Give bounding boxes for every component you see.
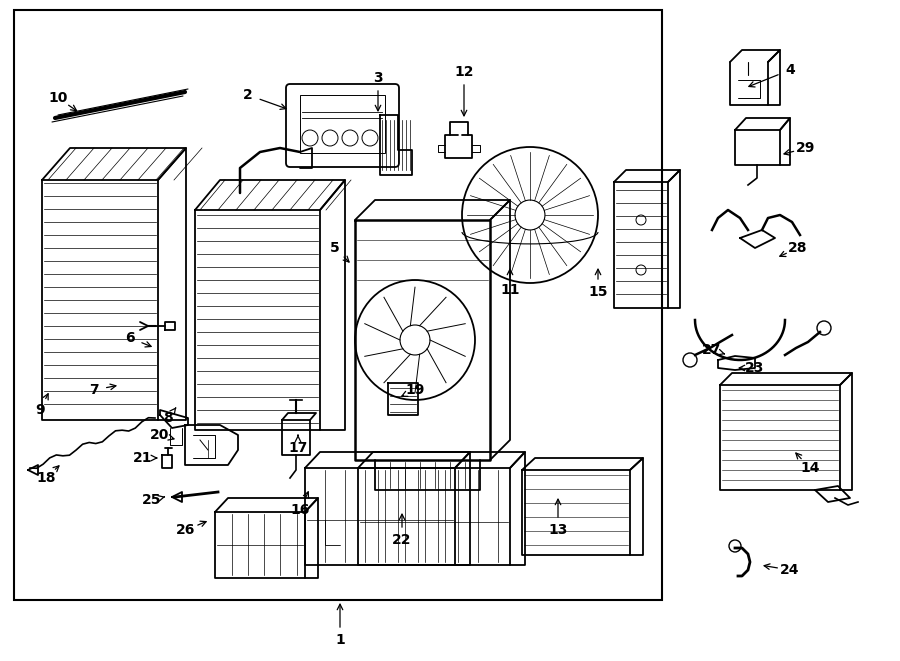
Text: 8: 8 (163, 411, 173, 425)
Text: 16: 16 (291, 503, 310, 517)
Text: 28: 28 (788, 241, 808, 255)
Text: 3: 3 (374, 71, 382, 85)
Text: 4: 4 (785, 63, 795, 77)
Text: 20: 20 (150, 428, 170, 442)
Text: 21: 21 (133, 451, 153, 465)
Text: 17: 17 (288, 441, 308, 455)
Text: 15: 15 (589, 285, 608, 299)
Text: 29: 29 (796, 141, 815, 155)
Text: 10: 10 (49, 91, 68, 105)
Text: 26: 26 (176, 523, 195, 537)
Text: 13: 13 (548, 523, 568, 537)
Bar (14, 10, 662, 600)
Text: 23: 23 (745, 361, 765, 375)
Text: 27: 27 (702, 343, 722, 357)
Text: 11: 11 (500, 283, 520, 297)
Text: 25: 25 (142, 493, 162, 507)
Text: 6: 6 (125, 331, 135, 345)
Text: 12: 12 (454, 65, 473, 79)
FancyBboxPatch shape (286, 84, 399, 167)
Text: 22: 22 (392, 533, 412, 547)
Text: 14: 14 (800, 461, 820, 475)
Text: 7: 7 (89, 383, 99, 397)
Text: 19: 19 (405, 383, 425, 397)
Text: 2: 2 (243, 88, 253, 102)
Text: 5: 5 (330, 241, 340, 255)
Bar (300, 95, 385, 153)
Text: 9: 9 (35, 403, 45, 417)
Text: 1: 1 (335, 633, 345, 647)
Text: 24: 24 (780, 563, 800, 577)
Text: 18: 18 (36, 471, 56, 485)
